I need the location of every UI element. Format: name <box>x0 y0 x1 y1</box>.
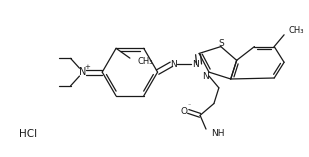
Text: N: N <box>170 60 177 69</box>
Text: N: N <box>192 60 198 69</box>
Text: CH₃: CH₃ <box>138 57 153 66</box>
Text: CH₃: CH₃ <box>288 26 303 35</box>
Text: NH: NH <box>211 129 224 138</box>
Text: HCl: HCl <box>19 129 37 139</box>
Text: ⁻: ⁻ <box>188 104 191 109</box>
Text: N: N <box>79 67 86 77</box>
Text: +: + <box>84 64 90 70</box>
Text: O: O <box>181 107 188 116</box>
Text: N: N <box>202 72 208 81</box>
Text: S: S <box>218 39 224 48</box>
